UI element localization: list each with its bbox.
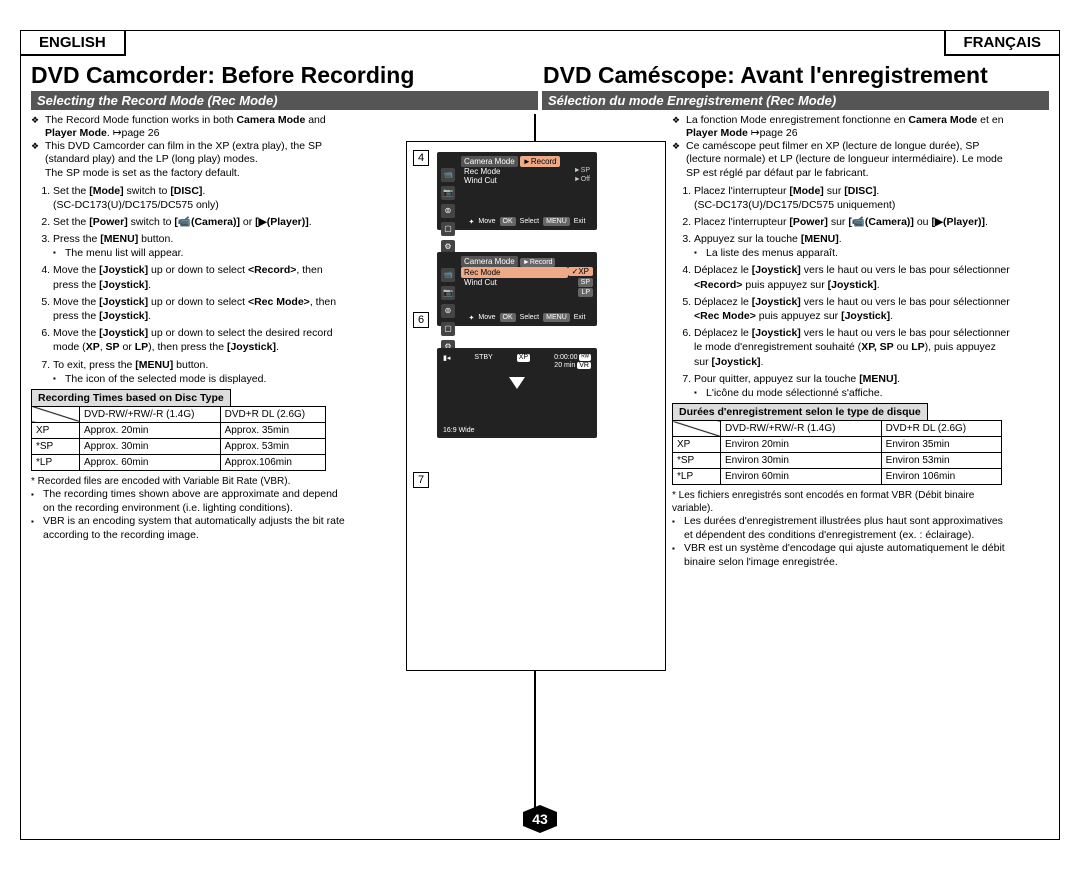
fr-bullet-1: La fonction Mode enregistrement fonction…: [672, 114, 1012, 140]
display-icon: ▢: [441, 322, 455, 336]
fr-step-1: Placez l'interrupteur [Mode] sur [DISC].…: [694, 184, 1012, 212]
fig-num-6: 6: [413, 312, 429, 328]
disc-icon: ⊚: [441, 204, 455, 218]
language-header: ENGLISH FRANÇAIS: [21, 31, 1059, 56]
lang-francais: FRANÇAIS: [944, 31, 1060, 56]
scr6-title: Camera Mode: [461, 256, 518, 267]
en-table-title: Recording Times based on Disc Type: [31, 389, 231, 406]
display-icon: ▢: [441, 222, 455, 236]
fig-num-4: 4: [413, 150, 429, 166]
en-note-1: The recording times shown above are appr…: [31, 488, 351, 515]
en-step-3: Press the [MENU] button.The menu list wi…: [53, 232, 351, 260]
fr-col-h2: DVD+R DL (2.6G): [881, 421, 1001, 437]
fr-sub-3: La liste des menus apparaît.: [694, 246, 1012, 260]
fr-step-7: Pour quitter, appuyez sur la touche [MEN…: [694, 372, 1012, 400]
scr6-record: ►Record: [520, 258, 556, 267]
en-sub-7: The icon of the selected mode is display…: [53, 372, 351, 386]
scr4-windcut: Wind Cut: [464, 176, 497, 185]
subheaders: Selecting the Record Mode (Rec Mode) Sél…: [21, 91, 1059, 110]
scr6-windcut: Wind Cut: [461, 278, 500, 287]
en-step-5: Move the [Joystick] up or down to select…: [53, 295, 351, 323]
photo-icon: 📷: [441, 286, 455, 300]
photo-icon: 📷: [441, 186, 455, 200]
center-figures: 4 📹 📷 ⊚ ▢ ⚙ Camera Mode ►Record Rec Mode…: [406, 141, 666, 671]
subhead-left: Selecting the Record Mode (Rec Mode): [31, 91, 538, 110]
disc-icon: ⊚: [441, 304, 455, 318]
cam-icon: 📹: [441, 268, 455, 282]
en-step-6: Move the [Joystick] up or down to select…: [53, 326, 351, 354]
en-col-h2: DVD+R DL (2.6G): [220, 406, 325, 422]
subhead-right: Sélection du mode Enregistrement (Rec Mo…: [542, 91, 1049, 110]
en-note-2: VBR is an encoding system that automatic…: [31, 515, 351, 542]
en-step-1: Set the [Mode] switch to [DISC].(SC-DC17…: [53, 184, 351, 212]
en-steps: Set the [Mode] switch to [DISC].(SC-DC17…: [31, 184, 351, 386]
aspect-label: 16:9 Wide: [443, 427, 475, 434]
xp-badge: XP: [517, 354, 530, 362]
scr6-recmode: Rec Mode: [461, 267, 568, 278]
fr-step-2: Placez l'interrupteur [Power] sur [📹(Cam…: [694, 215, 1012, 229]
en-note-vbr: * Recorded files are encoded with Variab…: [31, 475, 351, 488]
fr-step-3: Appuyez sur la touche [MENU].La liste de…: [694, 232, 1012, 260]
screen-6: 📹 📷 ⊚ ▢ ⚙ Camera Mode ►Record Rec Mode ✓…: [437, 252, 597, 326]
fr-step-6: Déplacez le [Joystick] vers le haut ou v…: [694, 326, 1012, 369]
en-bullet-2: This DVD Camcorder can film in the XP (e…: [31, 140, 351, 179]
fr-step-5: Déplacez le [Joystick] vers le haut ou v…: [694, 295, 1012, 323]
fr-col-h1: DVD-RW/+RW/-R (1.4G): [721, 421, 882, 437]
screen-7: ▮◂ STBY XP 0:00:00 ᴿᵂ 20 min VR 16:9 Wid…: [437, 348, 597, 438]
en-recording-table: DVD-RW/+RW/-R (1.4G)DVD+R DL (2.6G) XPAp…: [31, 406, 326, 471]
lang-english: ENGLISH: [21, 31, 126, 56]
en-step-7: To exit, press the [MENU] button.The ico…: [53, 358, 351, 386]
fr-note-vbr: * Les fichiers enregistrés sont encodés …: [672, 489, 1012, 515]
battery-icon: ▮◂: [443, 354, 450, 362]
page-titles: DVD Camcorder: Before Recording DVD Camé…: [21, 56, 1059, 91]
fr-note-1: Les durées d'enregistrement illustrées p…: [672, 515, 1012, 542]
fr-step-4: Déplacez le [Joystick] vers le haut ou v…: [694, 263, 1012, 291]
title-right: DVD Caméscope: Avant l'enregistrement: [537, 62, 1049, 89]
en-step-4: Move the [Joystick] up or down to select…: [53, 263, 351, 291]
en-bullet-1: The Record Mode function works in both C…: [31, 114, 351, 140]
manual-page: ENGLISH FRANÇAIS DVD Camcorder: Before R…: [20, 30, 1060, 840]
fr-bullet-2: Ce caméscope peut filmer en XP (lecture …: [672, 140, 1012, 179]
arrows-icon: ✦: [469, 218, 475, 226]
en-col-h1: DVD-RW/+RW/-R (1.4G): [80, 406, 221, 422]
fig-num-7: 7: [413, 472, 429, 488]
fr-table-title: Durées d'enregistrement selon le type de…: [672, 403, 928, 420]
en-step-2: Set the [Power] switch to [📹(Camera)] or…: [53, 215, 351, 229]
page-number: 43: [523, 805, 557, 833]
screen-4: 📹 📷 ⊚ ▢ ⚙ Camera Mode ►Record Rec Mode►S…: [437, 152, 597, 230]
arrows-icon: ✦: [469, 314, 475, 322]
title-left: DVD Camcorder: Before Recording: [31, 62, 537, 89]
scr4-title: Camera Mode: [461, 156, 518, 167]
fr-sub-7: L'icône du mode sélectionné s'affiche.: [694, 386, 1012, 400]
fr-note-2: VBR est un système d'encodage qui ajuste…: [672, 542, 1012, 569]
fr-steps: Placez l'interrupteur [Mode] sur [DISC].…: [672, 184, 1012, 400]
en-sub-3: The menu list will appear.: [53, 246, 351, 260]
scr4-record: ►Record: [520, 156, 560, 167]
cam-icon: 📹: [441, 168, 455, 182]
stby-label: STBY: [474, 354, 492, 362]
fr-recording-table: DVD-RW/+RW/-R (1.4G)DVD+R DL (2.6G) XPEn…: [672, 420, 1002, 485]
scr4-recmode: Rec Mode: [464, 167, 500, 176]
play-icon: [509, 377, 525, 389]
